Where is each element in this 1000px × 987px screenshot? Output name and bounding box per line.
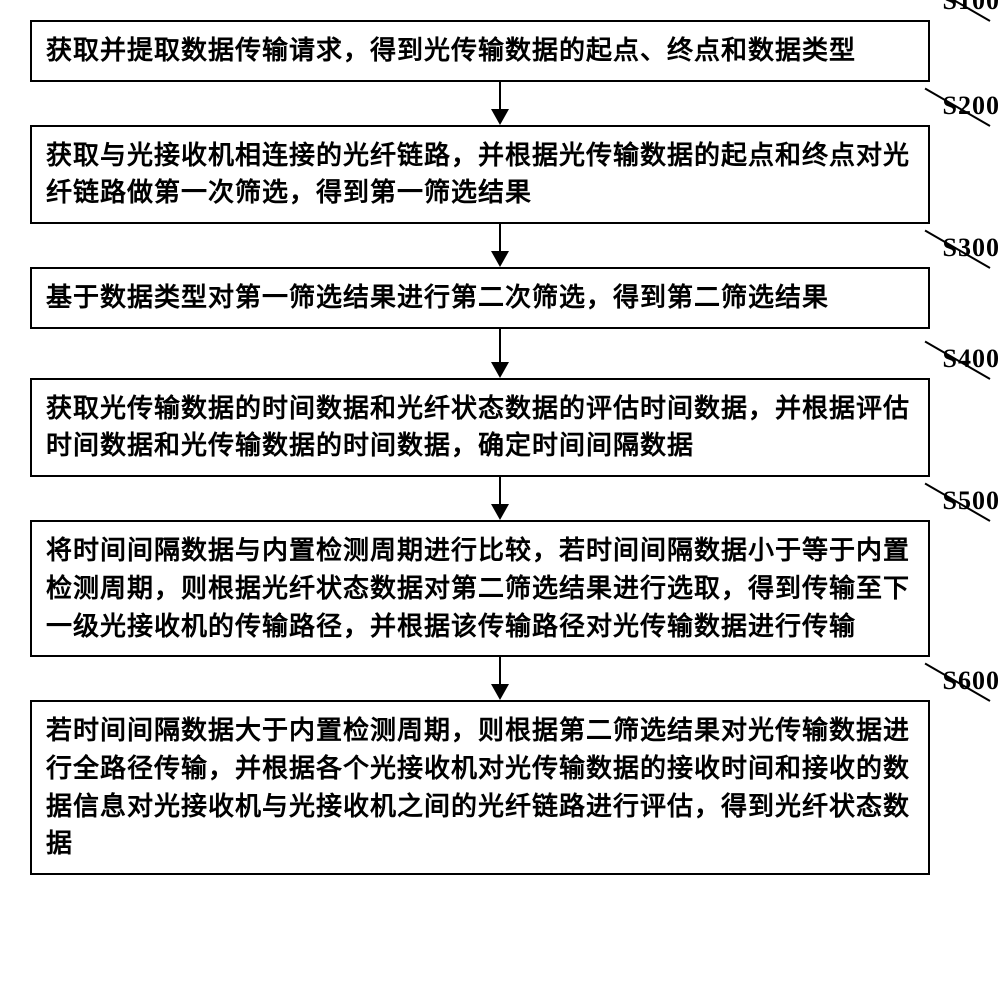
step-box-S200: 获取与光接收机相连接的光纤链路，并根据光传输数据的起点和终点对光纤链路做第一次筛… [30,125,930,224]
step-S600: S600若时间间隔数据大于内置检测周期，则根据第二筛选结果对光传输数据进行全路径… [30,700,970,875]
flowchart-container: S100获取并提取数据传输请求，得到光传输数据的起点、终点和数据类型 S200获取… [30,20,970,875]
arrow-line [499,477,501,505]
arrow-head-icon [491,362,509,378]
step-S100: S100获取并提取数据传输请求，得到光传输数据的起点、终点和数据类型 [30,20,970,82]
step-label-S400: S400 [943,344,1000,374]
step-label-S200: S200 [943,91,1000,121]
step-box-S100: 获取并提取数据传输请求，得到光传输数据的起点、终点和数据类型 [30,20,930,82]
step-box-S500: 将时间间隔数据与内置检测周期进行比较，若时间间隔数据小于等于内置检测周期，则根据… [30,520,930,657]
arrow-head-icon [491,251,509,267]
step-box-S300: 基于数据类型对第一筛选结果进行第二次筛选，得到第二筛选结果 [30,267,930,329]
arrow-head-icon [491,504,509,520]
arrow-line [499,224,501,252]
arrow-line [499,82,501,110]
step-S200: S200获取与光接收机相连接的光纤链路，并根据光传输数据的起点和终点对光纤链路做… [30,125,970,224]
step-S500: S500将时间间隔数据与内置检测周期进行比较，若时间间隔数据小于等于内置检测周期… [30,520,970,657]
step-label-S300: S300 [943,233,1000,263]
step-label-S100: S100 [943,0,1000,16]
arrow-line [499,657,501,685]
step-S400: S400获取光传输数据的时间数据和光纤状态数据的评估时间数据，并根据评估时间数据… [30,378,970,477]
step-S300: S300基于数据类型对第一筛选结果进行第二次筛选，得到第二筛选结果 [30,267,970,329]
step-box-S600: 若时间间隔数据大于内置检测周期，则根据第二筛选结果对光传输数据进行全路径传输，并… [30,700,930,875]
arrow-head-icon [491,109,509,125]
arrow-line [499,329,501,363]
step-label-S600: S600 [943,666,1000,696]
step-box-S400: 获取光传输数据的时间数据和光纤状态数据的评估时间数据，并根据评估时间数据和光传输… [30,378,930,477]
arrow-head-icon [491,684,509,700]
step-label-S500: S500 [943,486,1000,516]
